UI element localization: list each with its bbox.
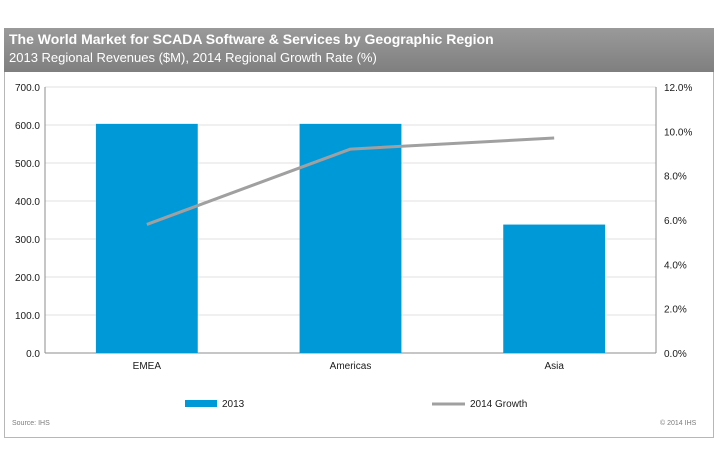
chart-subtitle: 2013 Regional Revenues ($M), 2014 Region…: [9, 50, 377, 65]
bar-2013-americas: [299, 123, 402, 353]
legend-swatch-2013: [185, 400, 217, 407]
y-left-tick-label: 0.0: [26, 349, 40, 360]
y-right-tick-label: 0.0%: [664, 349, 687, 360]
y-right-tick-label: 12.0%: [664, 83, 692, 94]
y-left-tick-label: 700.0: [15, 83, 40, 94]
y-right-tick-label: 10.0%: [664, 127, 692, 138]
x-tick-label: EMEA: [133, 361, 162, 372]
legend-label-2014-growth: 2014 Growth: [470, 399, 527, 410]
copyright-note: © 2014 IHS: [660, 420, 697, 427]
y-left-tick-label: 400.0: [15, 197, 40, 208]
y-left-tick-label: 600.0: [15, 121, 40, 132]
y-left-tick-label: 300.0: [15, 235, 40, 246]
chart-title: The World Market for SCADA Software & Se…: [9, 31, 494, 47]
legend-label-2013: 2013: [222, 399, 245, 410]
y-right-tick-label: 4.0%: [664, 260, 687, 271]
y-right-tick-label: 8.0%: [664, 172, 687, 183]
source-note: Source: IHS: [12, 420, 50, 427]
y-left-tick-label: 100.0: [15, 311, 40, 322]
x-tick-label: Americas: [330, 361, 372, 372]
y-left-tick-label: 500.0: [15, 159, 40, 170]
y-left-tick-label: 200.0: [15, 273, 40, 284]
chart-header: [4, 28, 714, 72]
line-2014-growth: [146, 136, 555, 226]
bar-2013-emea: [95, 123, 198, 353]
x-tick-label: Asia: [544, 361, 564, 372]
y-right-tick-label: 6.0%: [664, 216, 687, 227]
y-right-tick-label: 2.0%: [664, 305, 687, 316]
bar-2013-asia: [503, 224, 606, 353]
